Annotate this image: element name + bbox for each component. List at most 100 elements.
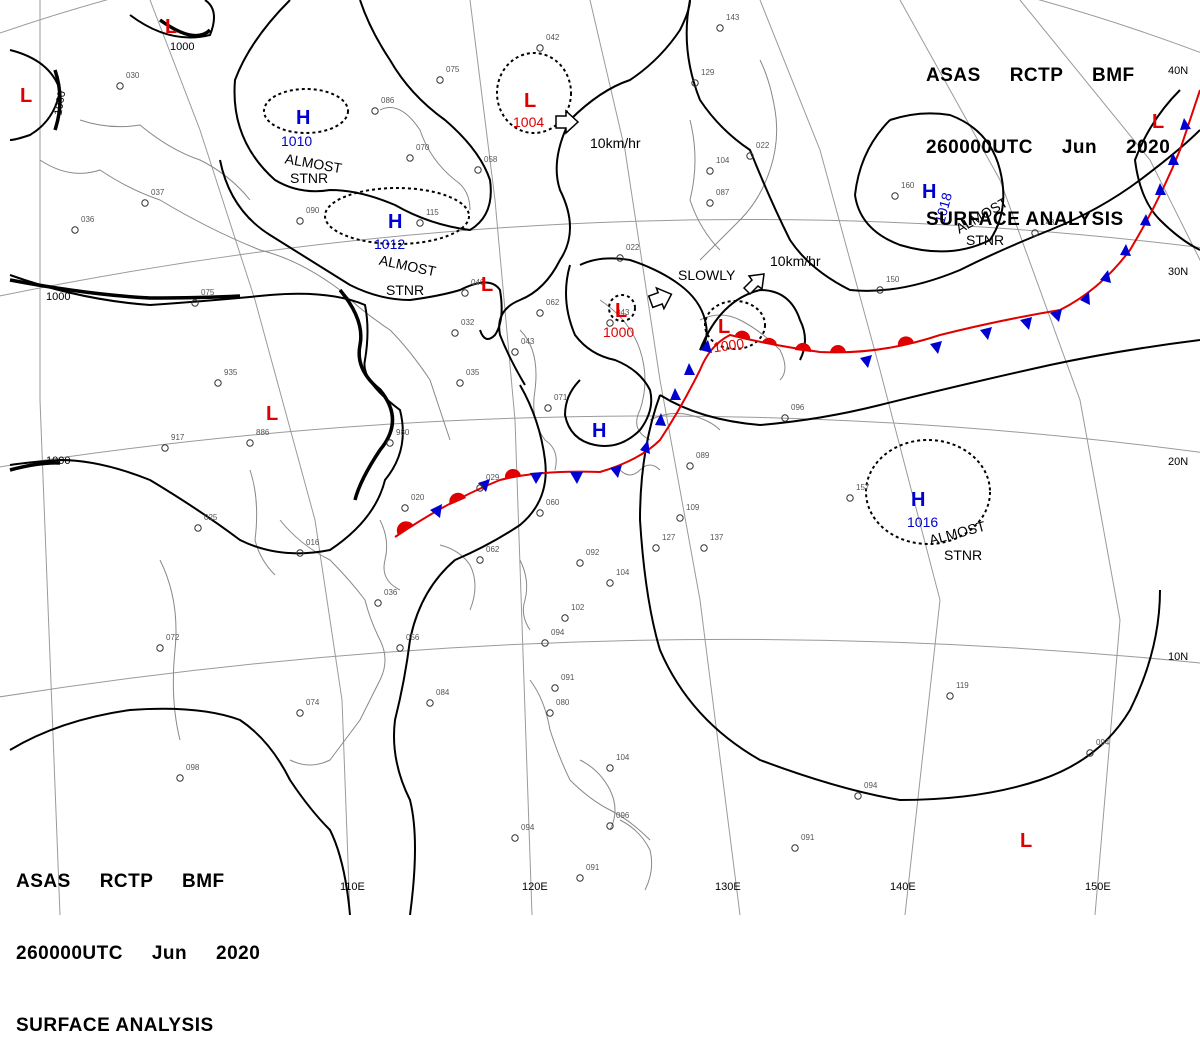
low-pressure-marker: L [615,300,627,322]
station-circle [946,692,954,700]
isobar-label: 1000 [46,455,70,467]
station-pressure: 160 [901,181,915,190]
speed-note: 10km/hr [590,135,641,151]
station-circle [141,199,149,207]
high-pressure-marker: H [911,489,925,511]
station-pressure: 104 [716,156,730,165]
low-pressure-marker: L [718,316,730,338]
longitude-label: 140E [890,881,916,893]
latitude-label: 20N [1168,456,1188,468]
station-circle [891,192,899,200]
station-circle [374,599,382,607]
station-pressure: 980 [396,428,410,437]
station-pressure: 089 [696,451,710,460]
station-pressure: 096 [616,811,630,820]
station-pressure: 058 [484,155,498,164]
station-pressure: 036 [384,588,398,597]
station-circle [606,319,614,327]
station-circle [191,299,199,307]
latitude-label: 40N [1168,65,1188,77]
station-circle [606,764,614,772]
almost-stnr-line2: STNR [944,547,982,563]
latitude-label: 10N [1168,651,1188,663]
station-circle [176,774,184,782]
station-circle [676,514,684,522]
station-circle [296,549,304,557]
station-pressure: 094 [551,628,565,637]
station-circle [456,379,464,387]
station-pressure: 060 [546,498,560,507]
station-circle [606,822,614,830]
dotted-isobars [263,52,991,545]
station-circle [652,544,660,552]
station-circle [791,844,799,852]
station-pressure: 096 [791,403,805,412]
station-circle [706,167,714,175]
coastlines [39,59,786,891]
station-circle [511,834,519,842]
station-pressure: 035 [466,368,480,377]
station-pressure: 037 [151,188,165,197]
station-circle [716,24,724,32]
station-circle [386,439,394,447]
station-pressure: 098 [186,763,200,772]
longitude-label: 130E [715,881,741,893]
high-pressure-marker: H [922,181,936,203]
header-year: 2020 [1126,137,1171,158]
station-circle [536,309,544,317]
isobar-label: 1000 [46,291,70,303]
header-title: SURFACE ANALYSIS [926,209,1124,230]
station-pressure: 150 [886,275,900,284]
station-circle [1086,749,1094,757]
station-circle [551,684,559,692]
station-pressure: 025 [204,513,218,522]
low-pressure-marker: L [266,403,278,425]
station-circle [436,76,444,84]
isobar-label: 1000 [52,90,68,116]
graticule [0,0,1200,915]
pressure-systems: L L H 1010 H 1012 L 1004 L 1000 L 1000 H… [20,16,1164,852]
station-pressure: 886 [256,428,270,437]
fronts [394,89,1200,538]
station-pressure: 094 [521,823,535,832]
station-circle [546,709,554,717]
isobar-label: 1000 [170,41,194,53]
almost-stnr-line2: STNR [290,170,328,186]
high-pressure-marker: H [296,107,310,129]
pressure-value: 1004 [513,114,544,130]
low-pressure-marker: L [165,16,177,38]
station-pressure: 115 [426,208,439,217]
station-circle [214,379,222,387]
latitude-label: 30N [1168,266,1188,278]
longitude-label: 110E [340,881,365,893]
station-circle [156,644,164,652]
station-circle [576,559,584,567]
station-circle [161,444,169,452]
pressure-value: 1000 [603,324,634,340]
station-pressure: 137 [710,533,724,542]
station-circle [606,579,614,587]
station-pressure: 046 [471,278,485,287]
header-month: Jun [1061,137,1098,158]
station-pressure: 091 [561,673,575,682]
header-station: ASAS [16,871,71,892]
station-pressure: 042 [546,33,560,42]
isobars-1000 [9,18,395,501]
station-pressure: 072 [166,633,180,642]
station-circle [296,709,304,717]
station-pressure: 043 [521,337,535,346]
header-time: 260000UTC [926,137,1033,158]
station-pressure: 092 [586,548,600,557]
station-circle [416,219,424,227]
station-pressure: 109 [686,503,700,512]
header-year: 2020 [216,943,261,964]
low-pressure-marker: L [1152,111,1164,133]
station-pressure: 029 [486,473,500,482]
speed-note: 10km/hr [770,253,821,269]
station-circle [194,524,202,532]
station-pressure: 062 [546,298,560,307]
station-circle [781,414,789,422]
chart-header-top-right: ASAS RCTP BMF 260000UTC Jun 2020 SURFACE… [926,16,1170,256]
station-pressure: 020 [411,493,425,502]
almost-stnr-line2: STNR [966,232,1004,248]
